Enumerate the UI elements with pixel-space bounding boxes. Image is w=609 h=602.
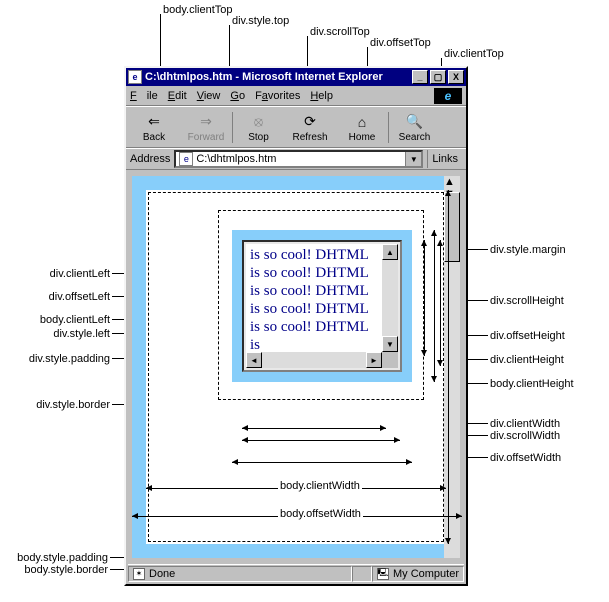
refresh-label: Refresh xyxy=(284,132,336,143)
close-button[interactable]: X xyxy=(448,70,464,84)
status-text: Done xyxy=(149,568,175,580)
meas-div-offsetwidth xyxy=(232,462,412,463)
meas-div-clientheight xyxy=(440,240,441,366)
label-div-offsetleft: div.offsetLeft xyxy=(36,291,110,303)
scroll-left-icon[interactable]: ◄ xyxy=(246,352,262,368)
meas-body-clientwidth-label: body.clientWidth xyxy=(278,480,362,492)
scroll-right-icon[interactable]: ► xyxy=(366,352,382,368)
scroll-up-icon[interactable]: ▲ xyxy=(444,176,460,188)
minimize-button[interactable]: _ xyxy=(412,70,428,84)
home-button[interactable]: ⌂ Home xyxy=(336,112,388,143)
label-div-clientheight: div.clientHeight xyxy=(490,354,564,366)
search-button[interactable]: 🔍 Search xyxy=(388,112,440,143)
back-label: Back xyxy=(128,132,180,143)
forward-label: Forward xyxy=(180,132,232,143)
scroll-up-icon[interactable]: ▲ xyxy=(382,244,398,260)
status-bar: ✶ Done 🖳 My Computer xyxy=(128,564,464,582)
menu-bar: File Edit View Go Favorites Help e xyxy=(126,86,466,106)
label-div-offsettop: div.offsetTop xyxy=(370,37,431,49)
label-div-style-left: div.style.left xyxy=(40,328,110,340)
ie-logo-icon: e xyxy=(434,88,462,104)
stop-label: Stop xyxy=(233,132,284,143)
scroll-down-icon[interactable]: ▼ xyxy=(382,336,398,352)
browser-window: e C:\dhtmlpos.htm - Microsoft Internet E… xyxy=(124,66,468,586)
meas-body-offsetwidth-label: body.offsetWidth xyxy=(278,508,363,520)
status-pane: ✶ Done xyxy=(128,566,352,582)
menu-file[interactable]: File xyxy=(130,90,158,102)
search-icon: 🔍 xyxy=(389,112,440,132)
label-div-style-top: div.style.top xyxy=(232,15,289,27)
label-div-style-border: div.style.border xyxy=(22,399,110,411)
label-div-style-margin: div.style.margin xyxy=(490,244,566,256)
div-padding-box: is so cool! DHTML is so cool! DHTML is s… xyxy=(242,240,402,372)
meas-div-offsetheight xyxy=(434,230,435,382)
computer-icon: 🖳 xyxy=(377,568,389,580)
menu-edit[interactable]: Edit xyxy=(168,90,187,102)
label-div-scrolltop: div.scrollTop xyxy=(310,26,370,38)
label-body-clienttop: body.clientTop xyxy=(163,4,233,16)
titlebar: e C:\dhtmlpos.htm - Microsoft Internet E… xyxy=(126,68,466,86)
menu-help[interactable]: Help xyxy=(310,90,333,102)
label-div-scrollwidth: div.scrollWidth xyxy=(490,430,560,442)
home-label: Home xyxy=(336,132,388,143)
status-zone: 🖳 My Computer xyxy=(372,566,464,582)
window-title: C:\dhtmlpos.htm - Microsoft Internet Exp… xyxy=(145,71,410,83)
label-div-style-padding: div.style.padding xyxy=(16,353,110,365)
toolbar: ⇐ Back ⇒ Forward ⦻ Stop ⟳ Refresh ⌂ Home… xyxy=(126,106,466,148)
menu-view[interactable]: View xyxy=(197,90,221,102)
menu-favorites[interactable]: Favorites xyxy=(255,90,300,102)
meas-body-clientheight xyxy=(448,190,449,544)
diagram-stage: body.clientTop div.style.top div.scrollT… xyxy=(0,0,609,602)
meas-div-scrollwidth xyxy=(242,440,400,441)
page-icon: e xyxy=(128,70,142,84)
label-div-offsetheight: div.offsetHeight xyxy=(490,330,565,342)
zone-text: My Computer xyxy=(393,568,459,580)
search-label: Search xyxy=(389,132,440,143)
stop-icon: ⦻ xyxy=(233,112,284,132)
scroll-corner xyxy=(382,352,398,368)
label-div-clienttop: div.clientTop xyxy=(444,48,504,60)
page-body: is so cool! DHTML is so cool! DHTML is s… xyxy=(128,172,464,562)
address-input[interactable]: e C:\dhtmlpos.htm ▼ xyxy=(174,150,423,168)
home-icon: ⌂ xyxy=(336,112,388,132)
label-div-offsetwidth: div.offsetWidth xyxy=(490,452,561,464)
label-div-clientwidth: div.clientWidth xyxy=(490,418,560,430)
back-icon: ⇐ xyxy=(128,112,180,132)
address-dropdown-icon[interactable]: ▼ xyxy=(405,152,421,166)
label-body-clientheight: body.clientHeight xyxy=(490,378,574,390)
maximize-button[interactable]: ▢ xyxy=(430,70,446,84)
label-body-style-padding: body.style.padding xyxy=(0,552,108,564)
meas-div-scrollheight xyxy=(424,240,425,356)
links-label[interactable]: Links xyxy=(427,150,462,168)
back-button[interactable]: ⇐ Back xyxy=(128,112,180,143)
refresh-icon: ⟳ xyxy=(284,112,336,132)
refresh-button[interactable]: ⟳ Refresh xyxy=(284,112,336,143)
stop-button[interactable]: ⦻ Stop xyxy=(232,112,284,143)
meas-div-clientwidth xyxy=(242,428,386,429)
address-value: C:\dhtmlpos.htm xyxy=(196,153,276,165)
menu-go[interactable]: Go xyxy=(230,90,245,102)
scroll-thumb[interactable] xyxy=(444,192,460,262)
div-content: is so cool! DHTML is so cool! DHTML is s… xyxy=(246,244,382,352)
page-icon: e xyxy=(179,152,193,166)
address-bar: Address e C:\dhtmlpos.htm ▼ Links xyxy=(126,148,466,170)
page-scrollbar-vertical[interactable]: ▲ ▼ xyxy=(444,176,460,558)
label-div-clientleft: div.clientLeft xyxy=(36,268,110,280)
done-icon: ✶ xyxy=(133,568,145,580)
label-body-clientleft: body.clientLeft xyxy=(22,314,110,326)
address-label: Address xyxy=(130,153,170,165)
label-div-scrollheight: div.scrollHeight xyxy=(490,295,564,307)
label-body-style-border: body.style.border xyxy=(0,564,108,576)
div-scrollbar-vertical[interactable]: ▲ ▼ xyxy=(382,244,398,352)
div-scrollbar-horizontal[interactable]: ◄ ► xyxy=(246,352,382,368)
div-border-box: is so cool! DHTML is so cool! DHTML is s… xyxy=(232,230,412,382)
status-pane-empty xyxy=(352,566,372,582)
forward-button[interactable]: ⇒ Forward xyxy=(180,112,232,143)
forward-icon: ⇒ xyxy=(180,112,232,132)
